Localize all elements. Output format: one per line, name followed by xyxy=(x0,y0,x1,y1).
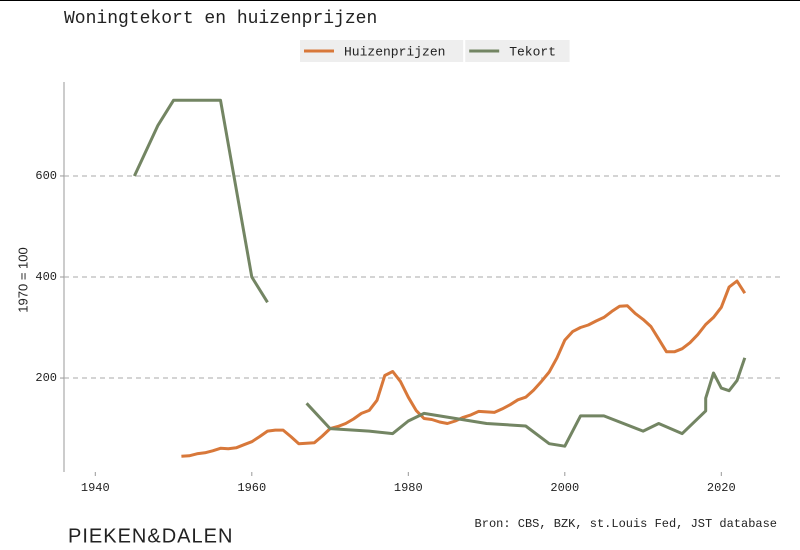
y-axis-label: 1970 = 100 xyxy=(15,247,30,312)
source: Bron: CBS, BZK, st.Louis Fed, JST databa… xyxy=(475,517,777,531)
legend-bg xyxy=(465,40,570,62)
x-tick-label: 1960 xyxy=(237,481,266,495)
x-tick-label: 1980 xyxy=(394,481,423,495)
legend-bg xyxy=(300,40,464,62)
line-series xyxy=(133,98,747,448)
legend-label: Tekort xyxy=(509,44,556,59)
y-tick-label: 400 xyxy=(35,270,57,284)
x-tick-label: 1940 xyxy=(81,481,110,495)
logo: PIEKEN&DALEN xyxy=(68,525,233,547)
y-tick-label: 200 xyxy=(35,371,57,385)
y-tick-label: 600 xyxy=(35,169,57,183)
chart-title: Woningtekort en huizenprijzen xyxy=(64,9,377,29)
x-tick-label: 2000 xyxy=(550,481,579,495)
x-tick-label: 2020 xyxy=(707,481,736,495)
legend-label: Huizenprijzen xyxy=(344,44,445,59)
line-series xyxy=(181,279,747,458)
